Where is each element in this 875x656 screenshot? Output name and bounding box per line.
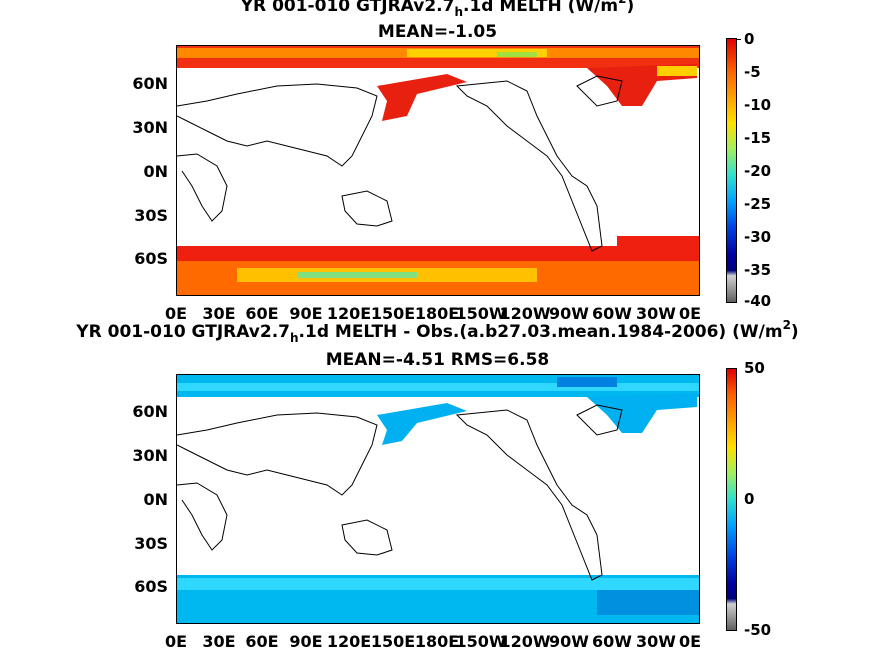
panel2-arctic-dark: [557, 377, 617, 387]
panel2-lon-9: 90W: [549, 632, 589, 651]
panel1-lon-12: 0E: [678, 304, 702, 323]
panel1-map: [176, 45, 700, 296]
panel1-nwpacific: [377, 74, 467, 121]
panel2-lon-10: 60W: [592, 632, 632, 651]
panel1-colorbar: [726, 38, 737, 303]
panel2-lon-8: 120W: [499, 632, 551, 651]
panel1-cb-label-5: -25: [744, 195, 772, 213]
panel2-lon-7: 150W: [455, 632, 507, 651]
panel1-title-sup: 2: [618, 0, 626, 6]
panel1-lon-7: 150W: [455, 304, 507, 323]
panel1-lon-8: 120W: [499, 304, 551, 323]
panel2-cb-label-2: -50: [744, 621, 772, 639]
panel1-lon-9: 90W: [549, 304, 589, 323]
panel1-cb-label-6: -30: [744, 228, 772, 246]
panel1-arctic-yellow: [407, 49, 547, 57]
panel1-lon-5: 150E: [370, 304, 416, 323]
panel1-south-green: [297, 272, 417, 278]
panel2-cb-label-1: 0: [744, 490, 755, 508]
panel2-title: YR 001-010 GTJRAv2.7h.1d MELTH - Obs.(a.…: [0, 318, 875, 345]
panel2-map-svg: [177, 375, 699, 623]
panel2-south-dark: [597, 590, 699, 615]
panel2-title-sub: h: [289, 331, 299, 345]
panel2-lon-3: 90E: [289, 632, 323, 651]
panel1-cb-label-3: -15: [744, 129, 772, 147]
panel2-title-main: YR 001-010 GTJRAv2.7: [76, 322, 290, 342]
panel1-map-svg: [177, 46, 699, 295]
panel1-lon-0: 0E: [164, 304, 188, 323]
panel2-nwpacific: [377, 403, 467, 445]
panel1-south-red-patch: [617, 236, 699, 256]
panel2-lon-5: 150E: [370, 632, 416, 651]
panel1-lat-0n: 0N: [143, 162, 168, 181]
panel1-lat-60n: 60N: [132, 74, 168, 93]
panel1-cb-label-8: -40: [744, 292, 772, 310]
panel2-lon-2: 60E: [245, 632, 279, 651]
panel2-lon-0: 0E: [164, 632, 188, 651]
panel1-lon-labels: 0E 30E 60E 90E 120E 150E 180E 150W 120W …: [0, 304, 875, 324]
panel1-south-red: [177, 246, 699, 261]
panel2-lat-0n: 0N: [143, 490, 168, 509]
panel1-cb-label-7: -35: [744, 261, 772, 279]
panel2-title-end: ): [790, 322, 799, 342]
panel1-stats: MEAN=-1.05: [377, 22, 498, 42]
panel2-cb-label-0: 50: [744, 359, 765, 377]
panel1-lon-3: 90E: [289, 304, 323, 323]
panel1-title-sub: h: [454, 5, 463, 19]
panel1-cb-label-1: -5: [744, 63, 761, 81]
panel2-colorbar: [726, 368, 737, 631]
panel2-lon-labels: 0E 30E 60E 90E 120E 150E 180E 150W 120W …: [0, 632, 875, 652]
panel1-lat-30s: 30S: [134, 206, 168, 225]
panel1-title: YR 001-010 GTJRAv2.7h.1d MELTH (W/m2): [0, 0, 875, 19]
panel1-lon-2: 60E: [245, 304, 279, 323]
panel2-map: [176, 374, 700, 624]
panel1-title-main: YR 001-010 GTJRAv2.7: [240, 0, 455, 16]
panel2-lat-60n: 60N: [132, 402, 168, 421]
panel1-lon-1: 30E: [202, 304, 236, 323]
panel1-title-rest: .1d MELTH (W/m: [462, 0, 619, 16]
panel1-cb-label-0: 0: [744, 30, 755, 48]
panel1-cb-tick-0: [737, 39, 741, 40]
panel1-title-end: ): [626, 0, 635, 16]
panel2-lat-30s: 30S: [134, 534, 168, 553]
panel2-lon-1: 30E: [202, 632, 236, 651]
panel1-coastlines: [177, 75, 623, 252]
panel1-lon-10: 60W: [592, 304, 632, 323]
panel1-lon-6: 180E: [414, 304, 460, 323]
panel2-lon-4: 120E: [326, 632, 372, 651]
panel1-cb-label-4: -20: [744, 162, 772, 180]
panel1-lon-11: 30W: [636, 304, 676, 323]
panel2-lat-60s: 60S: [134, 577, 168, 596]
panel1-natlantic-yellow: [657, 66, 697, 76]
panel2-lon-6: 180E: [414, 632, 460, 651]
panel2-stats: MEAN=-4.51 RMS=6.58: [325, 350, 550, 370]
panel2-title-rest: .1d MELTH - Obs.(a.b27.03.mean.1984-2006…: [298, 322, 783, 342]
panel2-lon-12: 0E: [678, 632, 702, 651]
panel2-natlantic: [587, 393, 697, 433]
panel2-arctic-light: [177, 383, 699, 391]
panel2-lat-30n: 30N: [132, 446, 168, 465]
panel2-title-sup: 2: [782, 318, 791, 332]
panel1-arctic-green: [497, 52, 537, 57]
panel1-lat-60s: 60S: [134, 249, 168, 268]
panel2-lon-11: 30W: [636, 632, 676, 651]
panel1-lat-30n: 30N: [132, 118, 168, 137]
panel1-lon-4: 120E: [326, 304, 372, 323]
panel2-coastlines: [177, 404, 623, 581]
panel1-cb-label-2: -10: [744, 96, 772, 114]
panel2-south-light: [177, 578, 699, 590]
